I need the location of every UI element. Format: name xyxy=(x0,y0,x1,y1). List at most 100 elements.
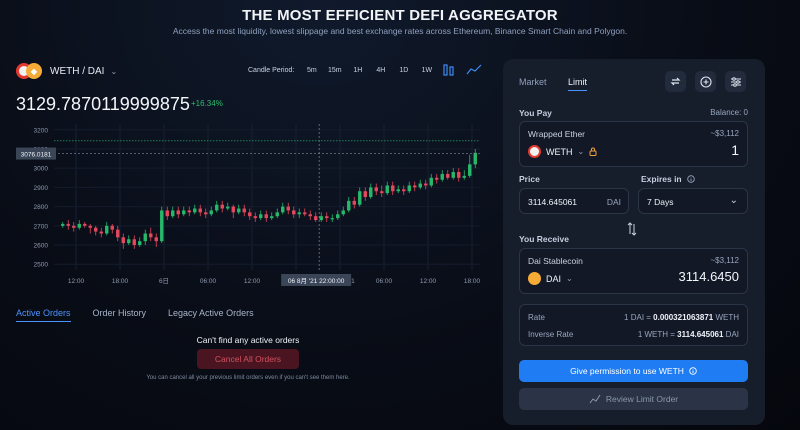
rate-box: Rate 1 DAI = 0.000321063871 WETH Inverse… xyxy=(519,304,748,346)
period-1w[interactable]: 1W xyxy=(421,67,433,74)
candle-body xyxy=(220,204,224,209)
swap-arrows-icon xyxy=(670,77,681,86)
x-tick-label: 18:00 xyxy=(112,278,129,285)
period-1h[interactable]: 1H xyxy=(353,67,363,74)
y-tick-label: 2500 xyxy=(34,262,49,269)
y-tick-label: 3000 xyxy=(34,166,49,173)
candle-body xyxy=(358,191,362,205)
candle-body xyxy=(88,225,92,228)
candle-body xyxy=(336,214,340,219)
candle-body xyxy=(132,239,136,246)
candle-body xyxy=(226,206,230,209)
give-permission-button[interactable]: Give permission to use WETH xyxy=(519,360,748,382)
lock-icon xyxy=(589,147,597,156)
chevron-down-icon: ⌄ xyxy=(577,147,585,156)
candle-body xyxy=(154,237,158,242)
tab-market[interactable]: Market xyxy=(519,77,547,87)
period-5m[interactable]: 5m xyxy=(306,67,317,74)
period-1d[interactable]: 1D xyxy=(399,67,409,74)
rate-label: Rate xyxy=(528,313,545,322)
tab-limit[interactable]: Limit xyxy=(568,77,588,91)
info-icon[interactable] xyxy=(686,175,695,183)
candle-body xyxy=(143,233,147,242)
candle-body xyxy=(209,210,213,215)
candle-body xyxy=(237,208,241,213)
candle-body xyxy=(325,216,329,219)
candle-body xyxy=(429,177,433,186)
pay-token-name: Wrapped Ether xyxy=(528,129,586,139)
add-token-button[interactable] xyxy=(695,71,716,92)
swap-vertical-icon[interactable] xyxy=(627,222,637,236)
candle-body xyxy=(391,185,395,192)
candle-body xyxy=(248,212,252,217)
cancel-all-orders-button[interactable]: Cancel All Orders xyxy=(197,349,299,369)
dai-token-icon xyxy=(528,272,541,285)
candle-body xyxy=(303,212,307,215)
order-tabs: Active Orders Order History Legacy Activ… xyxy=(16,308,254,322)
line-chart-icon[interactable] xyxy=(466,63,482,77)
crosshair-time-tag xyxy=(281,274,352,286)
expires-select[interactable]: 7 Days ⌄ xyxy=(638,188,748,214)
candle-body xyxy=(341,210,345,215)
candle-body xyxy=(424,183,428,186)
candle-body xyxy=(94,227,98,232)
candle-body xyxy=(77,223,81,228)
crosshair-price-tag xyxy=(16,147,56,160)
receive-token-selector[interactable]: DAI ⌄ xyxy=(528,272,573,285)
candle-body xyxy=(121,237,125,244)
pay-amount-input[interactable]: 1 xyxy=(731,142,739,158)
chevron-down-icon: ⌄ xyxy=(110,66,118,76)
limit-order-panel: Market Limit You Pay Balance: 0 Wrapped … xyxy=(503,59,765,425)
price-input[interactable]: 3114.645061 DAI xyxy=(519,188,629,214)
pair-selector[interactable]: ◆ WETH / DAI ⌄ xyxy=(16,63,117,79)
candle-body xyxy=(116,229,120,238)
candle-body xyxy=(61,223,65,226)
candle-body xyxy=(413,185,417,188)
candle-body xyxy=(385,185,389,194)
candle-body xyxy=(242,208,246,213)
inverse-rate-row: 1 WETH = 3114.645061 DAI xyxy=(638,330,739,339)
inverse-suffix: DAI xyxy=(723,330,739,339)
expires-value: 7 Days xyxy=(647,197,674,207)
candle-body xyxy=(330,218,334,220)
inverse-rate-label: Inverse Rate xyxy=(528,330,574,339)
period-15m[interactable]: 15m xyxy=(328,67,342,74)
candles-icon[interactable] xyxy=(442,63,455,77)
y-tick-label: 2900 xyxy=(34,185,49,192)
swap-arrows-button[interactable] xyxy=(665,71,686,92)
candle-body xyxy=(308,214,312,217)
candle-body xyxy=(352,200,356,205)
candle-body xyxy=(149,233,153,238)
pay-token-selector[interactable]: WETH ⌄ xyxy=(528,145,597,158)
x-tick-label: 18:00 xyxy=(464,278,481,285)
period-4h[interactable]: 4H xyxy=(376,67,386,74)
hero-title: THE MOST EFFICIENT DEFI AGGREGATOR xyxy=(242,7,558,24)
tab-active-orders[interactable]: Active Orders xyxy=(16,308,71,322)
candle-body xyxy=(297,212,301,215)
candle-body xyxy=(275,212,279,217)
review-limit-order-button[interactable]: Review Limit Order xyxy=(519,388,748,410)
candle-body xyxy=(292,210,296,215)
candle-body xyxy=(193,208,197,213)
chevron-down-icon: ⌄ xyxy=(729,195,738,206)
candle-body xyxy=(435,177,439,180)
rate-prefix: 1 DAI = xyxy=(624,313,654,322)
y-tick-label: 2800 xyxy=(34,204,49,211)
candle-body xyxy=(418,183,422,188)
candle-body xyxy=(72,225,76,228)
candle-body xyxy=(253,216,257,219)
tab-legacy-active-orders[interactable]: Legacy Active Orders xyxy=(168,308,254,318)
candle-body xyxy=(380,191,384,194)
settings-button[interactable] xyxy=(725,71,746,92)
tab-order-history[interactable]: Order History xyxy=(92,308,147,318)
review-limit-order-label: Review Limit Order xyxy=(605,394,679,404)
rate-suffix: WETH xyxy=(713,313,739,322)
x-tick-label: 12:00 xyxy=(244,278,261,285)
receive-token-name: Dai Stablecoin xyxy=(528,256,583,266)
price-unit: DAI xyxy=(606,197,621,207)
expires-label: Expires in xyxy=(641,174,682,184)
receive-amount: 3114.6450 xyxy=(678,269,740,284)
candle-body xyxy=(396,189,400,192)
candle-body xyxy=(171,210,175,217)
